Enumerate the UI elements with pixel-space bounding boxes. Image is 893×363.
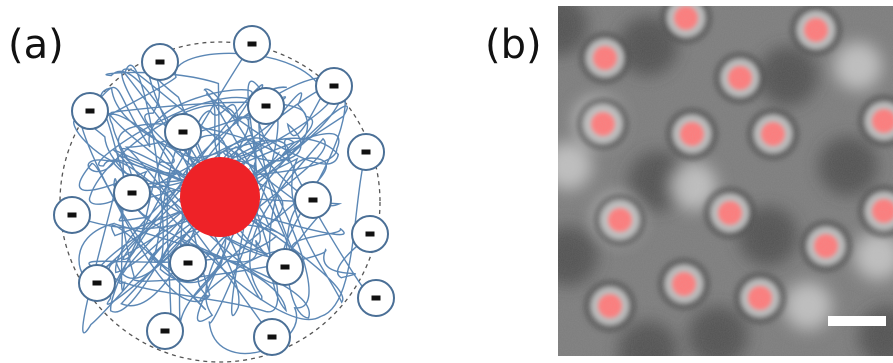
panel-label-b: (b) bbox=[485, 22, 542, 68]
minus-sign bbox=[67, 212, 77, 218]
counterion-group bbox=[53, 25, 395, 356]
minus-sign bbox=[160, 328, 170, 334]
minus-sign bbox=[261, 103, 271, 109]
counterion bbox=[169, 244, 207, 282]
counterion bbox=[71, 92, 109, 130]
counterion bbox=[357, 279, 395, 317]
microscopy-panel bbox=[558, 6, 893, 356]
minus-sign bbox=[178, 129, 188, 135]
panel-label-a: (a) bbox=[8, 22, 64, 68]
polymer-chain bbox=[78, 70, 337, 302]
counterion bbox=[78, 264, 116, 302]
minus-sign bbox=[361, 149, 371, 155]
corona-boundary bbox=[59, 41, 381, 363]
minus-sign bbox=[308, 197, 318, 203]
counterion bbox=[113, 174, 151, 212]
minus-sign bbox=[365, 231, 375, 237]
counterion bbox=[253, 318, 291, 356]
counterion bbox=[347, 133, 385, 171]
noise-overlay bbox=[558, 6, 893, 356]
polymer-chain bbox=[117, 92, 379, 306]
minus-sign bbox=[247, 41, 257, 47]
counterion bbox=[146, 312, 184, 350]
minus-sign bbox=[127, 190, 137, 196]
minus-sign bbox=[267, 334, 277, 340]
counterion bbox=[294, 181, 332, 219]
counterion bbox=[164, 113, 202, 151]
minus-sign bbox=[183, 260, 193, 266]
minus-sign bbox=[280, 264, 290, 270]
minus-sign bbox=[92, 280, 102, 286]
counterion bbox=[141, 43, 179, 81]
counterion bbox=[247, 87, 285, 125]
counterion bbox=[233, 25, 271, 63]
minus-sign bbox=[329, 83, 339, 89]
counterion bbox=[351, 215, 389, 253]
polymer-chain bbox=[71, 86, 294, 302]
counterion bbox=[315, 67, 353, 105]
minus-sign bbox=[371, 295, 381, 301]
counterion bbox=[266, 248, 304, 286]
core-particle bbox=[180, 157, 260, 237]
schematic-panel bbox=[53, 25, 395, 363]
minus-sign bbox=[85, 108, 95, 114]
scale-bar bbox=[828, 316, 886, 326]
counterion bbox=[53, 196, 91, 234]
minus-sign bbox=[155, 59, 165, 65]
